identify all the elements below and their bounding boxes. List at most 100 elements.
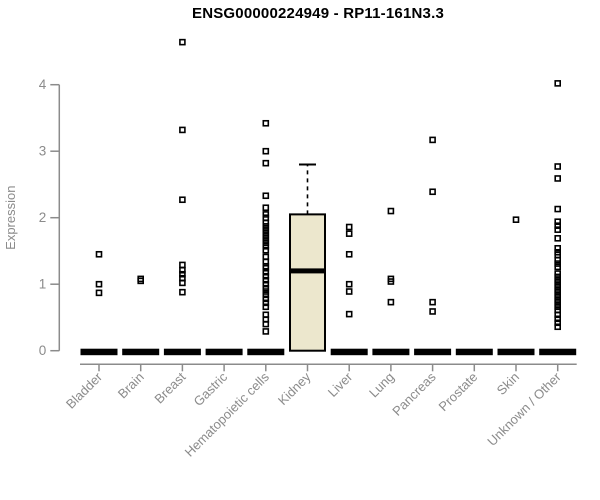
data-point-breast <box>179 126 186 134</box>
data-point-unknown-other <box>554 311 562 319</box>
data-point-unknown-other <box>554 323 562 331</box>
data-point-unknown-other <box>554 256 562 264</box>
data-point-unknown-other <box>554 218 562 225</box>
x-tick-label-breast: Breast <box>151 369 188 406</box>
data-point-unknown-other <box>554 235 562 242</box>
x-tick-label-liver: Liver <box>325 369 356 400</box>
flat-bar-bladder <box>80 348 118 356</box>
data-point-breast <box>179 261 186 269</box>
y-tick-label: 0 <box>39 343 47 358</box>
flat-bar-brain <box>122 348 160 356</box>
flat-bar-prostate <box>455 348 493 356</box>
data-point-hematopoietic-cells <box>262 320 270 328</box>
data-point-hematopoietic-cells <box>262 303 270 311</box>
data-point-breast <box>179 288 186 296</box>
data-point-unknown-other <box>554 226 562 233</box>
data-point-hematopoietic-cells <box>262 291 270 299</box>
x-tick-label-lung: Lung <box>366 369 397 400</box>
data-point-lung <box>387 207 395 215</box>
data-point-hematopoietic-cells <box>262 236 270 243</box>
data-point-hematopoietic-cells <box>262 119 270 127</box>
data-point-breast <box>179 279 186 287</box>
data-point-breast <box>179 270 186 278</box>
data-point-hematopoietic-cells <box>262 226 270 233</box>
y-tick-label: 4 <box>39 77 47 92</box>
data-point-unknown-other <box>554 276 562 284</box>
data-point-hematopoietic-cells <box>262 328 270 335</box>
data-point-hematopoietic-cells <box>262 272 270 280</box>
data-point-unknown-other <box>554 175 562 182</box>
data-point-hematopoietic-cells <box>262 223 270 230</box>
y-tick-label: 2 <box>39 210 47 225</box>
flat-bar-pancreas <box>414 348 452 356</box>
flat-bar-hematopoietic-cells <box>247 348 285 356</box>
data-point-unknown-other <box>554 315 562 323</box>
data-point-liver <box>345 310 353 318</box>
y-tick-label: 1 <box>39 277 47 292</box>
data-point-pancreas <box>429 136 436 144</box>
data-point-hematopoietic-cells <box>262 299 270 307</box>
data-point-hematopoietic-cells <box>262 204 270 212</box>
data-point-unknown-other <box>554 303 562 311</box>
data-point-hematopoietic-cells <box>262 276 270 284</box>
data-point-bladder <box>95 280 103 288</box>
data-point-hematopoietic-cells <box>262 295 270 303</box>
data-point-pancreas <box>429 308 436 315</box>
data-point-lung <box>387 298 395 306</box>
data-point-liver <box>345 223 353 231</box>
data-point-brain <box>137 277 144 285</box>
data-point-unknown-other <box>554 260 562 267</box>
data-point-hematopoietic-cells <box>262 242 270 250</box>
flat-bar-unknown-other <box>539 348 577 356</box>
data-point-bladder <box>95 289 103 297</box>
data-point-unknown-other <box>554 290 562 297</box>
x-tick-label-unknown-other: Unknown / Other <box>484 369 564 449</box>
data-point-hematopoietic-cells <box>262 239 270 247</box>
data-point-unknown-other <box>554 293 562 301</box>
data-point-hematopoietic-cells <box>262 246 270 254</box>
data-point-hematopoietic-cells <box>262 233 270 240</box>
data-point-unknown-other <box>554 163 562 170</box>
data-point-unknown-other <box>554 300 562 307</box>
data-point-unknown-other <box>554 244 562 252</box>
data-point-bladder <box>95 250 103 258</box>
data-point-hematopoietic-cells <box>262 280 270 288</box>
data-point-unknown-other <box>554 273 562 281</box>
data-point-unknown-other <box>554 270 562 277</box>
data-point-hematopoietic-cells <box>262 229 270 237</box>
flat-bar-breast <box>163 348 201 356</box>
x-tick-label-skin: Skin <box>494 369 522 397</box>
data-point-unknown-other <box>554 222 562 229</box>
data-point-hematopoietic-cells <box>262 268 270 276</box>
data-point-hematopoietic-cells <box>262 264 270 272</box>
data-point-unknown-other <box>554 205 562 213</box>
data-point-hematopoietic-cells <box>262 147 270 155</box>
x-tick-label-gastric: Gastric <box>191 369 231 409</box>
y-axis-title: Expression <box>3 186 18 250</box>
x-tick-label-kidney: Kidney <box>275 369 314 408</box>
data-point-breast <box>179 38 186 46</box>
data-point-hematopoietic-cells <box>262 214 270 221</box>
data-point-liver <box>345 230 353 237</box>
data-point-liver <box>345 280 353 288</box>
box-kidney <box>289 213 326 352</box>
x-tick-label-bladder: Bladder <box>63 369 106 412</box>
x-tick-label-brain: Brain <box>115 369 147 401</box>
data-point-breast <box>179 196 186 204</box>
data-point-breast <box>179 266 186 274</box>
flat-bar-liver <box>330 348 368 356</box>
data-point-hematopoietic-cells <box>262 159 270 167</box>
data-point-lung <box>387 278 395 285</box>
x-tick-label-prostate: Prostate <box>436 369 481 414</box>
flat-bar-skin <box>497 348 535 356</box>
data-point-hematopoietic-cells <box>262 288 270 295</box>
data-point-liver <box>345 288 353 295</box>
data-point-unknown-other <box>554 283 562 291</box>
data-point-skin <box>512 216 520 223</box>
data-point-liver <box>345 250 353 258</box>
chart-title: ENSG00000224949 - RP11-161N3.3 <box>191 5 444 22</box>
median-line-kidney <box>290 268 325 274</box>
data-point-unknown-other <box>554 263 562 271</box>
